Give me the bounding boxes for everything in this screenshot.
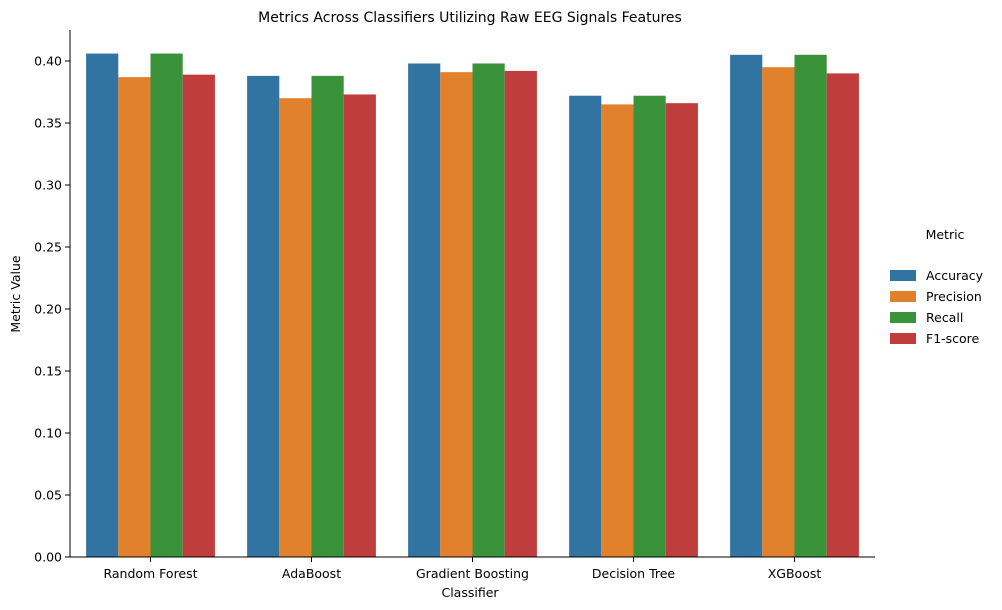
legend-title: Metric <box>926 227 965 242</box>
bars-group <box>86 53 859 558</box>
legend-swatch-f1-score <box>890 333 916 344</box>
legend: Metric Accuracy Precision Recall F1-score <box>890 227 984 346</box>
bar-random-forest-recall <box>150 53 183 558</box>
legend-swatch-accuracy <box>890 270 916 281</box>
y-tick-label: 0.30 <box>34 178 62 193</box>
x-ticks-group: Random Forest AdaBoost Gradient Boosting De… <box>103 557 821 581</box>
bar-gradient-boosting-recall <box>472 63 505 557</box>
y-tick-label: 0.15 <box>34 364 62 379</box>
bar-gradient-boosting-accuracy <box>408 63 441 557</box>
x-axis-title: Classifier <box>441 585 499 600</box>
y-tick-label: 0.40 <box>34 54 62 69</box>
y-tick-label: 0.10 <box>34 426 62 441</box>
bar-decision-tree-recall <box>633 95 666 557</box>
bar-adaboost-precision <box>279 98 312 557</box>
bar-xgboost-precision <box>762 67 795 557</box>
bar-gradient-boosting-precision <box>440 72 473 557</box>
bar-random-forest-accuracy <box>86 53 119 558</box>
y-axis-title: Metric Value <box>8 255 23 332</box>
y-tick-label: 0.25 <box>34 240 62 255</box>
legend-label-f1-score: F1-score <box>926 331 980 346</box>
legend-swatch-precision <box>890 291 916 302</box>
bar-decision-tree-precision <box>601 104 634 558</box>
legend-swatch-recall <box>890 312 916 323</box>
x-tick-label-xgboost: XGBoost <box>768 566 822 581</box>
bar-adaboost-recall <box>311 75 344 557</box>
legend-label-recall: Recall <box>926 310 963 325</box>
bar-decision-tree-accuracy <box>569 95 602 557</box>
bar-xgboost-f1-score <box>826 73 859 558</box>
bar-adaboost-f1-score <box>343 94 376 557</box>
bar-decision-tree-f1-score <box>665 103 698 557</box>
chart-title: Metrics Across Classifiers Utilizing Raw… <box>258 10 682 26</box>
y-tick-label: 0.05 <box>34 488 62 503</box>
x-tick-label-decision-tree: Decision Tree <box>592 566 676 581</box>
legend-label-accuracy: Accuracy <box>926 268 984 283</box>
bar-random-forest-precision <box>118 77 151 558</box>
y-tick-label: 0.20 <box>34 302 62 317</box>
y-tick-label: 0.35 <box>34 116 62 131</box>
bar-xgboost-accuracy <box>730 54 763 558</box>
bar-xgboost-recall <box>794 54 827 558</box>
y-tick-label: 0.00 <box>34 550 62 565</box>
legend-label-precision: Precision <box>926 289 982 304</box>
bar-adaboost-accuracy <box>247 75 280 557</box>
x-tick-label-random-forest: Random Forest <box>103 566 197 581</box>
bar-gradient-boosting-f1-score <box>504 70 537 558</box>
x-tick-label-gradient-boosting: Gradient Boosting <box>416 566 529 581</box>
y-ticks-group: 0.00 0.05 0.10 0.15 0.20 0.25 0.30 0.35 0.40 <box>34 54 70 565</box>
bar-random-forest-f1-score <box>182 74 215 557</box>
x-tick-label-adaboost: AdaBoost <box>282 566 341 581</box>
